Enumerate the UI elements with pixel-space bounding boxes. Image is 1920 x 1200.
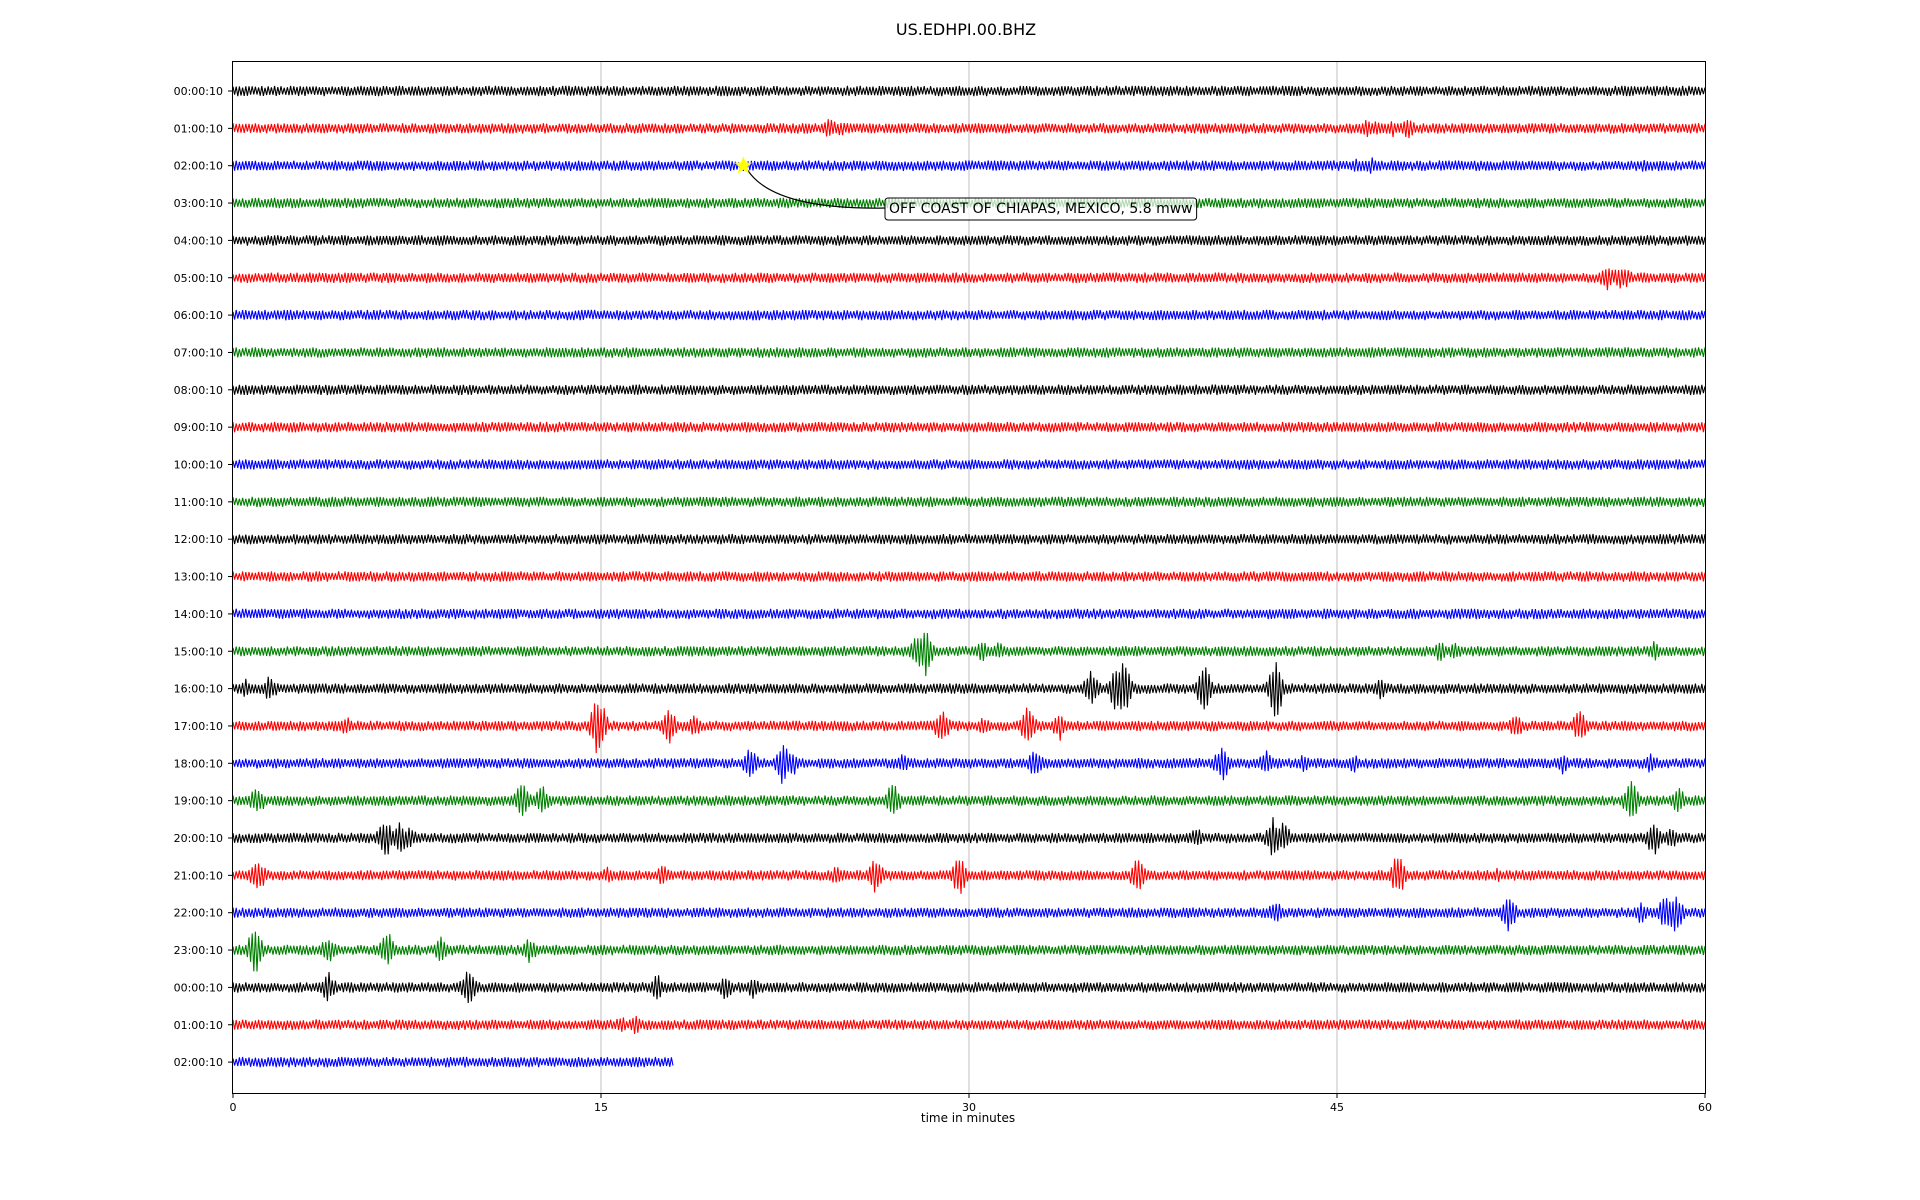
row-time-label: 07:00:10 [174,346,223,359]
row-time-label: 08:00:10 [174,384,223,397]
x-tick-label: 30 [962,1101,976,1114]
seismic-trace [232,268,1706,291]
x-axis-label: time in minutes [921,1111,1015,1125]
row-time-label: 19:00:10 [174,795,223,808]
seismic-trace [232,608,1706,620]
row-time-label: 23:00:10 [174,944,223,957]
annotation-box [884,197,1198,221]
seismic-trace [232,459,1706,470]
row-time-label: 11:00:10 [174,496,223,509]
chart-title: US.EDHPI.00.BHZ [896,20,1036,39]
seismic-trace [232,662,1706,717]
row-time-label: 02:00:10 [174,160,223,173]
grid-lines [600,62,1338,1093]
x-tick-label: 60 [1698,1101,1712,1114]
row-time-label: 10:00:10 [174,459,223,472]
seismic-trace [232,1015,1706,1035]
row-time-label: 04:00:10 [174,234,223,247]
seismic-trace [232,858,1706,894]
seismic-trace [232,157,1706,174]
seismic-trace [232,85,1706,97]
row-time-label: 03:00:10 [174,197,223,210]
seismic-trace [232,119,1706,139]
row-time-label: 14:00:10 [174,608,223,621]
seismic-trace [232,1056,674,1068]
row-time-label: 01:00:10 [174,122,223,135]
seismic-trace [232,745,1706,784]
row-time-label: 00:00:10 [174,85,223,98]
row-time-label: 09:00:10 [174,421,223,434]
annotation-arrow [746,169,886,209]
x-tick-label: 0 [230,1101,237,1114]
row-time-label: 17:00:10 [174,720,223,733]
event-annotation-label: OFF COAST OF CHIAPAS, MEXICO, 5.8 mww [889,201,1193,217]
x-axis-ticks: 0 15 30 45 60 [230,1093,1712,1114]
seismic-trace [232,421,1706,433]
row-time-label: 16:00:10 [174,683,223,696]
seismic-trace [232,347,1706,358]
seismic-trace [232,703,1706,754]
seismic-trace [232,971,1706,1004]
seismic-trace [232,571,1706,582]
x-tick-label: 15 [594,1101,608,1114]
row-time-label: 05:00:10 [174,272,223,285]
seismic-trace [232,235,1706,246]
trace-rows [232,85,1706,1068]
row-time-label: 02:00:10 [174,1056,223,1069]
seismic-trace [232,781,1706,817]
row-time-label: 21:00:10 [174,869,223,882]
row-time-label: 01:00:10 [174,1019,223,1032]
seismic-trace [232,896,1706,932]
x-tick-label: 45 [1330,1101,1344,1114]
row-time-label: 18:00:10 [174,757,223,770]
seismic-trace [232,817,1706,856]
event-annotation: OFF COAST OF CHIAPAS, MEXICO, 5.8 mww [734,156,1198,221]
seismic-trace [232,384,1706,396]
row-time-label: 00:00:10 [174,981,223,994]
seismic-trace [232,496,1706,508]
seismic-trace [232,309,1706,321]
event-star-marker [734,156,753,174]
seismic-trace [232,632,1706,677]
row-time-label: 13:00:10 [174,571,223,584]
seismic-trace [232,533,1706,545]
row-time-label: 15:00:10 [174,645,223,658]
plot-frame [232,61,1706,1094]
row-time-labels: 00:00:10 01:00:10 02:00:10 03:00:10 04:00:10… [174,85,233,1069]
seismic-trace [232,931,1706,972]
row-time-label: 06:00:10 [174,309,223,322]
row-time-label: 22:00:10 [174,907,223,920]
row-time-label: 20:00:10 [174,832,223,845]
row-time-label: 12:00:10 [174,533,223,546]
